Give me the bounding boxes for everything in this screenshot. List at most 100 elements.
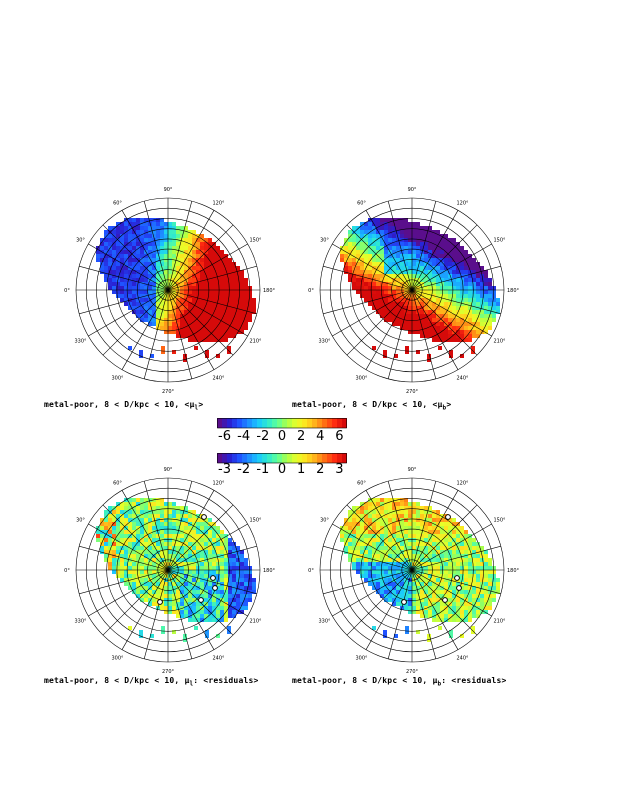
heatmap-cell	[148, 598, 152, 602]
heatmap-cell	[348, 542, 352, 546]
heatmap-cell	[460, 602, 464, 606]
heatmap-cell	[180, 602, 184, 606]
heatmap-cell	[400, 274, 404, 278]
heatmap-cell	[394, 354, 398, 358]
heatmap-cell	[192, 230, 196, 234]
heatmap-cell	[348, 522, 352, 526]
heatmap-cell	[392, 222, 396, 226]
heatmap-cell	[492, 318, 496, 322]
heatmap-cell	[484, 326, 488, 330]
heatmap-cell	[372, 522, 376, 526]
heatmap-cell	[428, 518, 432, 522]
heatmap-cell	[240, 306, 244, 310]
heatmap-cell	[492, 314, 496, 318]
angle-label: 120°	[212, 481, 225, 487]
heatmap-cell	[208, 570, 212, 574]
grid-spoke	[88, 569, 169, 617]
heatmap-cell	[232, 270, 236, 274]
heatmap-cell	[156, 266, 160, 270]
heatmap-cell	[452, 522, 456, 526]
heatmap-cell	[412, 250, 416, 254]
heatmap-cell	[480, 322, 484, 326]
heatmap-cell	[128, 218, 132, 222]
heatmap-cell	[116, 570, 120, 574]
heatmap-cell	[412, 534, 416, 538]
heatmap-cell	[112, 254, 116, 258]
heatmap-cell	[364, 270, 368, 274]
heatmap-cell	[244, 598, 248, 602]
heatmap-cell	[180, 266, 184, 270]
heatmap-cell	[208, 554, 212, 558]
heatmap-cell	[444, 238, 448, 242]
heatmap-cell	[168, 522, 172, 526]
heatmap-cell	[180, 574, 184, 578]
heatmap-cell	[212, 282, 216, 286]
heatmap-cell	[408, 610, 412, 614]
heatmap-cell	[160, 326, 164, 330]
heatmap-cell	[432, 258, 436, 262]
heatmap-cell	[405, 346, 409, 354]
heatmap-cell	[120, 514, 124, 518]
heatmap-cell	[352, 238, 356, 242]
heatmap-cell	[472, 614, 476, 618]
heatmap-cell	[216, 310, 220, 314]
heatmap-cell	[388, 226, 392, 230]
heatmap-cell	[364, 558, 368, 562]
heatmap-cell	[180, 606, 184, 610]
heatmap-cell	[444, 338, 448, 342]
heatmap-cell	[348, 278, 352, 282]
heatmap-cell	[220, 282, 224, 286]
heatmap-cell	[472, 270, 476, 274]
heatmap-cell	[104, 270, 108, 274]
heatmap-cell	[196, 250, 200, 254]
angle-label: 30°	[76, 238, 85, 244]
heatmap-cell	[416, 326, 420, 330]
heatmap-cell	[120, 510, 124, 514]
heatmap-cell	[460, 614, 464, 618]
heatmap-cell	[456, 618, 460, 622]
heatmap-cell	[428, 522, 432, 526]
heatmap-cell	[144, 538, 148, 542]
grid-spoke	[411, 289, 492, 337]
heatmap-cell	[164, 262, 168, 266]
heatmap-cell	[108, 266, 112, 270]
heatmap-cell	[396, 526, 400, 530]
grid-spoke	[167, 481, 193, 571]
heatmap-cell	[248, 594, 252, 598]
heatmap-cell	[352, 254, 356, 258]
heatmap-cell	[160, 306, 164, 310]
heatmap-cell	[104, 278, 108, 282]
heatmap-cell	[364, 246, 368, 250]
heatmap-cell	[124, 502, 128, 506]
heatmap-cell	[448, 294, 452, 298]
heatmap-cell	[448, 522, 452, 526]
heatmap-cell	[136, 262, 140, 266]
heatmap-cell	[412, 574, 416, 578]
heatmap-cell	[444, 274, 448, 278]
heatmap-cell	[216, 534, 220, 538]
heatmap-cell	[472, 582, 476, 586]
heatmap-cell	[224, 274, 228, 278]
angle-label: 270°	[162, 669, 175, 675]
angle-label: 270°	[406, 669, 419, 675]
heatmap-cell	[128, 226, 132, 230]
heatmap-cell	[428, 614, 432, 618]
heatmap-cell	[384, 514, 388, 518]
heatmap-cell	[184, 242, 188, 246]
heatmap-cell	[408, 550, 412, 554]
heatmap-cell	[404, 274, 408, 278]
heatmap-cell	[168, 270, 172, 274]
heatmap-cell	[244, 294, 248, 298]
heatmap-cell	[200, 290, 204, 294]
heatmap-cell	[400, 526, 404, 530]
heatmap-cell	[376, 558, 380, 562]
heatmap-cell	[200, 306, 204, 310]
heatmap-cell	[392, 310, 396, 314]
heatmap-cell	[252, 590, 256, 594]
heatmap-cell	[180, 326, 184, 330]
heatmap-cell	[148, 542, 152, 546]
heatmap-cell	[460, 274, 464, 278]
heatmap-cell	[464, 254, 468, 258]
heatmap-cell	[360, 230, 364, 234]
heatmap-cell	[144, 526, 148, 530]
